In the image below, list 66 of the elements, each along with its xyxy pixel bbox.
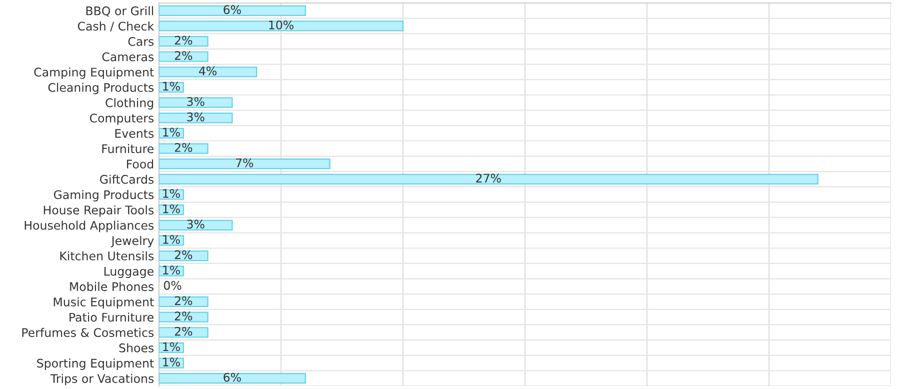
data-label: 7% xyxy=(236,158,254,168)
y-tick-label: Cleaning Products xyxy=(48,82,154,94)
bar xyxy=(159,51,208,62)
bar xyxy=(159,250,208,262)
data-label: 1% xyxy=(163,82,180,91)
y-tick-label: Luggage xyxy=(104,266,154,278)
data-label: 2% xyxy=(174,312,192,320)
data-label: 6% xyxy=(224,5,241,14)
y-tick-label: Patio Furniture xyxy=(70,312,154,322)
y-tick-label: Shoes xyxy=(119,343,154,352)
data-label: 27% xyxy=(476,174,501,183)
data-label: 3% xyxy=(187,112,204,122)
y-tick-label: Camping Equipment xyxy=(34,67,154,79)
bar xyxy=(159,174,818,184)
y-tick-label: Sporting Equipment xyxy=(37,358,154,370)
bar xyxy=(159,158,330,170)
data-label: 4% xyxy=(199,66,217,76)
bar xyxy=(159,5,306,16)
data-label: 3% xyxy=(187,97,204,106)
bar xyxy=(159,220,233,230)
bar xyxy=(159,312,208,322)
data-label: 1% xyxy=(163,204,180,214)
data-label: 3% xyxy=(187,220,204,229)
data-label: 2% xyxy=(174,250,192,260)
y-tick-label: Music Equipment xyxy=(54,297,154,309)
data-label: 2% xyxy=(174,326,192,336)
y-tick-label: Cars xyxy=(128,37,154,46)
y-tick-label: Cameras xyxy=(102,52,154,62)
y-tick-label: Kitchen Utensils xyxy=(60,251,154,260)
y-tick-label: GiftCards xyxy=(100,174,154,184)
bar xyxy=(159,97,233,108)
data-label: 1% xyxy=(163,266,180,275)
data-label: 2% xyxy=(174,51,192,60)
y-tick-label: Trips or Vacations xyxy=(50,374,154,386)
bar xyxy=(159,112,233,124)
data-label: 2% xyxy=(174,296,192,306)
y-tick-label: Gaming Products xyxy=(54,190,154,202)
y-tick-label: Clothing xyxy=(106,98,154,110)
data-label: 10% xyxy=(269,20,294,30)
y-tick-label: Furniture xyxy=(102,144,154,154)
y-tick-label: BBQ or Grill xyxy=(86,6,154,17)
bar xyxy=(159,66,258,78)
y-tick-label: Computers xyxy=(90,114,154,125)
y-tick-label: Household Appliances xyxy=(24,220,154,232)
bar xyxy=(159,20,404,32)
y-tick-label: Mobile Phones xyxy=(70,282,154,292)
bar xyxy=(159,296,208,308)
data-label: 1% xyxy=(163,234,180,244)
data-label: 1% xyxy=(163,342,180,352)
y-tick-label: Cash / Check xyxy=(78,21,154,32)
y-tick-label: Perfumes & Cosmetics xyxy=(22,328,154,338)
data-label: 1% xyxy=(163,358,180,366)
bar xyxy=(159,327,208,338)
bar xyxy=(159,143,208,154)
data-label: 0% xyxy=(164,280,182,290)
data-label: 2% xyxy=(174,36,192,45)
bar xyxy=(159,36,208,47)
y-tick-label: House Repair Tools xyxy=(44,205,154,217)
bar xyxy=(159,373,306,384)
y-tick-label: Food xyxy=(126,159,154,169)
y-tick-label: Events xyxy=(115,129,154,138)
data-label: 1% xyxy=(163,188,180,198)
data-label: 6% xyxy=(224,372,241,382)
data-label: 1% xyxy=(163,128,180,137)
data-label: 2% xyxy=(174,143,192,152)
y-tick-label: Jewelry xyxy=(110,236,154,248)
